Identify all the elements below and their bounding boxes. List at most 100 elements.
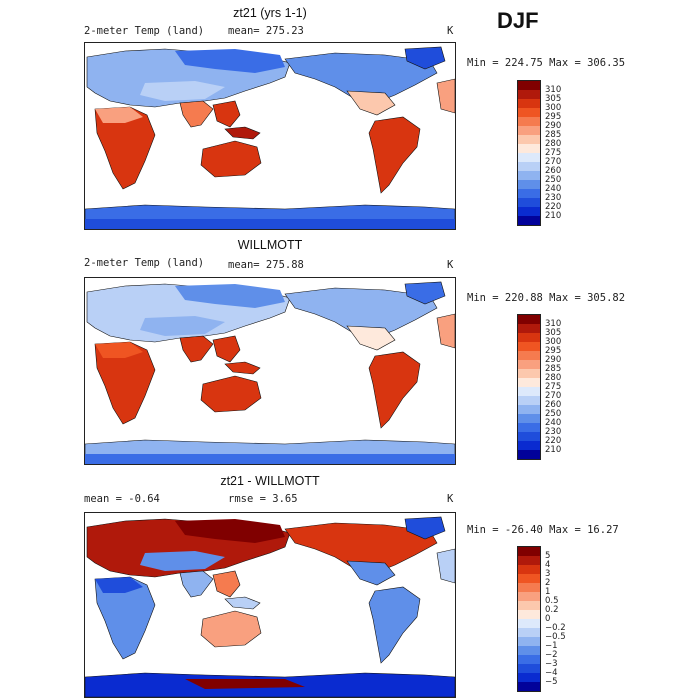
panel2-se-asia	[212, 335, 241, 363]
panel3-colorbar-tick: 1	[545, 587, 551, 597]
panel2-colorbar-tick: 270	[545, 391, 562, 401]
panel2-colorbar-tick: 295	[545, 346, 562, 356]
panel1-colorbar-tick: 240	[545, 184, 562, 194]
panel2-colorbar-tick: 305	[545, 328, 562, 338]
panel1-colorbar-tick: 285	[545, 130, 562, 140]
panel2-variable: 2-meter Temp (land)	[84, 257, 205, 269]
panel2-colorbar	[517, 314, 541, 460]
panel1-colorbar-tick: 290	[545, 121, 562, 131]
panel1-colorbar	[517, 80, 541, 226]
panel3-colorbar-tick: 3	[545, 569, 551, 579]
panel1-map	[84, 42, 456, 230]
panel2-map	[84, 277, 456, 465]
panel1-colorbar-tick: 250	[545, 175, 562, 185]
panel3-colorbar-tick: 0	[545, 614, 551, 624]
panel2-colorbar-tick: 220	[545, 436, 562, 446]
panel2-colorbar-tick: 290	[545, 355, 562, 365]
panel3-indonesia	[224, 596, 261, 610]
panel3-colorbar-tick: 4	[545, 560, 551, 570]
panel1-colorbar-tick: 270	[545, 157, 562, 167]
panel1-south-america	[368, 116, 421, 194]
panel2-north-america	[284, 287, 438, 339]
panel1-indonesia	[224, 126, 261, 140]
panel1-colorbar-tick: 300	[545, 103, 562, 113]
panel2-colorbar-tick: 210	[545, 445, 562, 455]
panel1-colorbar-tick: 310	[545, 85, 562, 95]
panel2-range: Min = 220.88 Max = 305.82	[467, 292, 626, 304]
panel1-variable: 2-meter Temp (land)	[84, 25, 205, 37]
panel3-se-asia	[212, 570, 241, 598]
panel3-title: zt21 - WILLMOTT	[220, 474, 320, 488]
panel1-colorbar-tick: 260	[545, 166, 562, 176]
panel3-south-america	[368, 586, 421, 664]
panel1-australia	[200, 140, 262, 178]
panel3-india	[179, 570, 214, 598]
panel2-colorbar-tick: 300	[545, 337, 562, 347]
panel1-mean: mean= 275.23	[228, 25, 304, 37]
panel1-greenland	[404, 46, 446, 70]
panel1-india	[179, 100, 214, 128]
panel3-units: K	[447, 493, 454, 505]
panel3-colorbar-tick: −1	[545, 641, 558, 651]
panel2-colorbar-tick: 250	[545, 409, 562, 419]
panel1-west-europe	[436, 78, 455, 114]
panel2-colorbar-tick: 260	[545, 400, 562, 410]
panel1-colorbar-tick: 210	[545, 211, 562, 221]
panel3-colorbar-tick: −3	[545, 659, 558, 669]
panel2-sahara	[95, 342, 143, 358]
panel1-title: zt21 (yrs 1-1)	[233, 6, 307, 20]
panel3-colorbar-tick: 2	[545, 578, 551, 588]
season-label: DJF	[497, 8, 539, 33]
panel3-australia	[200, 610, 262, 648]
panel2-colorbar-tick: 240	[545, 418, 562, 428]
panel2-india	[179, 335, 214, 363]
panel3-colorbar-tick: −0.5	[545, 632, 566, 642]
panel1-north-america	[284, 52, 438, 104]
panel2-greenland	[404, 281, 446, 305]
panel1-colorbar-tick: 230	[545, 193, 562, 203]
panel3-colorbar-tick: 0.5	[545, 596, 559, 606]
panel3-sahara	[95, 577, 143, 593]
panel3-na-south	[346, 560, 396, 586]
panel1-range: Min = 224.75 Max = 306.35	[467, 57, 626, 69]
panel1-se-asia	[212, 100, 241, 128]
panel3-colorbar-tick: −0.2	[545, 623, 566, 633]
panel3-colorbar-tick: −4	[545, 668, 558, 678]
panel2-central-asia	[140, 316, 225, 336]
panel3-colorbar-tick: 5	[545, 551, 551, 561]
panel3-siberia	[175, 519, 285, 543]
panel1-colorbar-tick: 220	[545, 202, 562, 212]
panel2-colorbar-tick: 280	[545, 373, 562, 383]
panel1-sahara	[95, 107, 143, 123]
panel3-range: Min = -26.40 Max = 16.27	[467, 524, 619, 536]
panel1-colorbar-tick: 275	[545, 148, 562, 158]
panel2-colorbar-tick: 230	[545, 427, 562, 437]
panel3-rmse: rmse = 3.65	[228, 493, 298, 505]
panel1-central-asia	[140, 81, 225, 101]
panel2-australia	[200, 375, 262, 413]
panel3-africa	[94, 576, 156, 660]
panel3-west-europe	[436, 548, 455, 584]
panel2-indonesia	[224, 361, 261, 375]
panel2-colorbar-tick: 310	[545, 319, 562, 329]
panel1-colorbar-tick: 295	[545, 112, 562, 122]
panel2-na-south	[346, 325, 396, 351]
panel3-greenland	[404, 516, 446, 540]
panel2-units: K	[447, 259, 454, 271]
panel2-colorbar-tick: 275	[545, 382, 562, 392]
panel2-west-europe	[436, 313, 455, 349]
panel1-na-south	[346, 90, 396, 116]
panel3-colorbar-tick: −5	[545, 677, 558, 687]
panel1-colorbar-tick: 305	[545, 94, 562, 104]
panel2-colorbar-tick: 285	[545, 364, 562, 374]
panel3-colorbar-tick: 0.2	[545, 605, 559, 615]
panel2-south-america	[368, 351, 421, 429]
panel3-map	[84, 512, 456, 698]
panel3-mean: mean = -0.64	[84, 493, 160, 505]
panel3-colorbar	[517, 546, 541, 692]
panel3-colorbar-tick: −2	[545, 650, 558, 660]
panel3-north-america	[284, 522, 438, 574]
panel2-siberia	[175, 284, 285, 308]
panel1-siberia	[175, 49, 285, 73]
panel1-units: K	[447, 25, 454, 37]
